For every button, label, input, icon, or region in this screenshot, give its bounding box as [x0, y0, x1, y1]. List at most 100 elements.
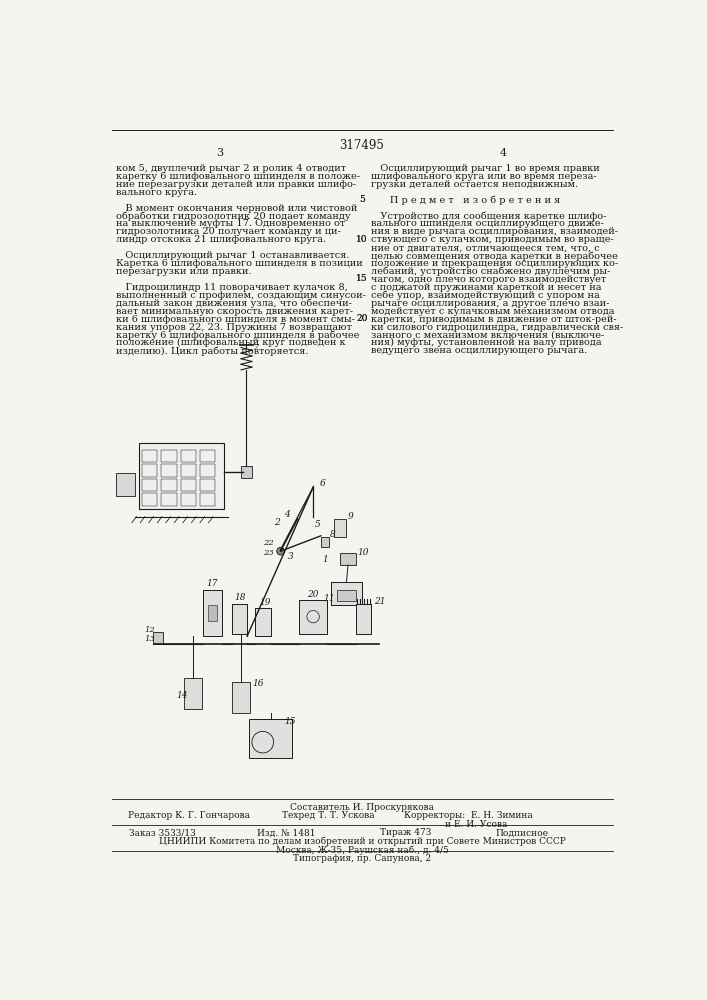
Text: ЦНИИПИ Комитета по делам изобретений и открытий при Совете Министров СССР: ЦНИИПИ Комитета по делам изобретений и о…	[158, 837, 566, 846]
Text: ние от двигателя, отличающееся тем, что, с: ние от двигателя, отличающееся тем, что,…	[371, 243, 600, 252]
Text: 5: 5	[359, 195, 365, 204]
Text: каретку 6 шлифовального шпинделя в положе-: каретку 6 шлифовального шпинделя в полож…	[115, 172, 359, 181]
Text: грузки деталей остается неподвижным.: грузки деталей остается неподвижным.	[371, 180, 578, 189]
Circle shape	[276, 547, 284, 555]
Text: 10: 10	[356, 235, 368, 244]
Text: 1: 1	[322, 555, 328, 564]
Text: положение (шлифовальный круг подведен к: положение (шлифовальный круг подведен к	[115, 338, 345, 347]
Text: Осциллирующий рычаг 1 останавливается.: Осциллирующий рычаг 1 останавливается.	[115, 251, 349, 260]
Bar	[331, 582, 362, 605]
Text: целью совмещения отвода каретки в нерабочее: целью совмещения отвода каретки в нерабо…	[371, 251, 618, 261]
Text: ведущего звена осциллирующего рычага.: ведущего звена осциллирующего рычага.	[371, 346, 588, 355]
Bar	[200, 464, 216, 477]
Text: 15: 15	[284, 717, 296, 726]
Text: 14: 14	[176, 690, 187, 700]
Text: 7: 7	[255, 343, 259, 351]
Text: 16: 16	[252, 679, 264, 688]
Text: вального круга.: вального круга.	[115, 188, 197, 197]
Text: рычаге осциллирования, а другое плечо взаи-: рычаге осциллирования, а другое плечо вз…	[371, 299, 609, 308]
Bar	[356, 604, 371, 634]
Text: 23: 23	[264, 549, 274, 557]
Text: 11: 11	[323, 594, 334, 603]
Bar	[241, 466, 252, 478]
Text: изделию). Цикл работы повторяется.: изделию). Цикл работы повторяется.	[115, 346, 308, 356]
Bar	[208, 605, 217, 620]
Text: 8: 8	[330, 530, 336, 539]
Bar	[249, 719, 292, 758]
Bar	[200, 493, 216, 506]
Bar	[161, 493, 177, 506]
Text: 15: 15	[356, 274, 368, 283]
Text: ние перезагрузки деталей или правки шлифо-: ние перезагрузки деталей или правки шлиф…	[115, 180, 356, 189]
Bar	[161, 464, 177, 477]
Text: Москва, Ж-35, Раушская наб., д. 4/5: Москва, Ж-35, Раушская наб., д. 4/5	[276, 845, 448, 855]
Text: Техред Т. Т. Ускова: Техред Т. Т. Ускова	[282, 811, 375, 820]
Text: Подписное: Подписное	[496, 828, 549, 837]
Text: 12: 12	[144, 626, 155, 634]
Bar	[232, 682, 250, 713]
Text: Заказ 3533/13: Заказ 3533/13	[129, 828, 195, 837]
Text: 17: 17	[206, 579, 218, 588]
Text: 9: 9	[348, 512, 354, 521]
Bar	[180, 464, 196, 477]
Text: 4: 4	[284, 510, 289, 519]
Text: каретку 6 шлифовального шпинделя в рабочее: каретку 6 шлифовального шпинделя в рабоч…	[115, 330, 359, 340]
Bar	[321, 537, 329, 547]
Text: П р е д м е т   и з о б р е т е н и я: П р е д м е т и з о б р е т е н и я	[371, 196, 561, 205]
Text: Гидроцилиндр 11 поворачивает кулачок 8,: Гидроцилиндр 11 поворачивает кулачок 8,	[115, 283, 347, 292]
Text: Типография, пр. Сапунова, 2: Типография, пр. Сапунова, 2	[293, 854, 431, 863]
Text: 5: 5	[359, 195, 365, 204]
Text: вального шпинделя осциллирующего движе-: вального шпинделя осциллирующего движе-	[371, 219, 604, 228]
Bar	[337, 590, 356, 601]
Text: 10: 10	[357, 548, 369, 557]
Bar	[255, 608, 271, 636]
Text: 20: 20	[307, 590, 318, 599]
Text: Изд. № 1481: Изд. № 1481	[257, 828, 315, 837]
Text: Тираж 473: Тираж 473	[380, 828, 432, 837]
Text: гидрозолотника 20 получает команду и ци-: гидрозолотника 20 получает команду и ци-	[115, 227, 340, 236]
Text: 15: 15	[356, 274, 368, 283]
Text: каретки, приводимым в движение от шток-рей-: каретки, приводимым в движение от шток-р…	[371, 315, 617, 324]
Text: 20: 20	[356, 314, 368, 323]
Text: 3: 3	[216, 148, 223, 158]
Text: 20: 20	[356, 314, 368, 323]
Text: Составитель И. Проскурякова: Составитель И. Проскурякова	[290, 803, 434, 812]
Text: линдр отскока 21 шлифовального круга.: линдр отскока 21 шлифовального круга.	[115, 235, 326, 244]
Bar	[334, 519, 346, 537]
Bar	[161, 479, 177, 491]
Bar	[115, 473, 135, 496]
Bar	[139, 443, 224, 509]
Text: ки силового гидроцилиндра, гидравлически свя-: ки силового гидроцилиндра, гидравлически…	[371, 323, 624, 332]
Text: 4: 4	[499, 148, 506, 158]
Text: себе упор, взаимодействующий с упором на: себе упор, взаимодействующий с упором на	[371, 291, 600, 300]
Bar	[161, 450, 177, 462]
Text: 18: 18	[235, 593, 246, 602]
Text: ствующего с кулачком, приводимым во враще-: ствующего с кулачком, приводимым во вращ…	[371, 235, 614, 244]
Bar	[232, 604, 247, 634]
Text: 19: 19	[259, 598, 271, 607]
Text: 10: 10	[356, 235, 368, 244]
Text: 5: 5	[315, 520, 320, 529]
Text: 22: 22	[264, 539, 274, 547]
Text: Осциллирующий рычаг 1 во время правки: Осциллирующий рычаг 1 во время правки	[371, 164, 600, 173]
Text: 2: 2	[274, 518, 280, 527]
Text: на выключение муфты 17. Одновременно от: на выключение муфты 17. Одновременно от	[115, 219, 345, 228]
Bar	[153, 632, 163, 644]
Text: чагом, одно плечо которого взаимодействует: чагом, одно плечо которого взаимодейству…	[371, 275, 607, 284]
Text: Каретка 6 шлифовального шпинделя в позиции: Каретка 6 шлифовального шпинделя в позиц…	[115, 259, 362, 268]
Text: Редактор К. Г. Гончарова: Редактор К. Г. Гончарова	[128, 811, 250, 820]
Bar	[200, 479, 216, 491]
Text: Устройство для сообщения каретке шлифо-: Устройство для сообщения каретке шлифо-	[371, 211, 607, 221]
Text: Корректоры:  Е. Н. Зимина: Корректоры: Е. Н. Зимина	[404, 811, 532, 820]
Text: лебаний, устройство снабжено двуллечим ры-: лебаний, устройство снабжено двуллечим р…	[371, 267, 611, 276]
Bar	[142, 450, 158, 462]
Text: перезагрузки или правки.: перезагрузки или правки.	[115, 267, 251, 276]
Bar	[200, 450, 216, 462]
Text: модействует с кулачковым механизмом отвода: модействует с кулачковым механизмом отво…	[371, 307, 615, 316]
Text: дальный закон движения узла, что обеспечи-: дальный закон движения узла, что обеспеч…	[115, 299, 351, 308]
Text: шлифовального круга или во время переза-: шлифовального круга или во время переза-	[371, 172, 597, 181]
Text: 13: 13	[144, 635, 155, 643]
Text: 21: 21	[374, 597, 386, 606]
Text: 6: 6	[320, 479, 325, 488]
Bar	[180, 450, 196, 462]
